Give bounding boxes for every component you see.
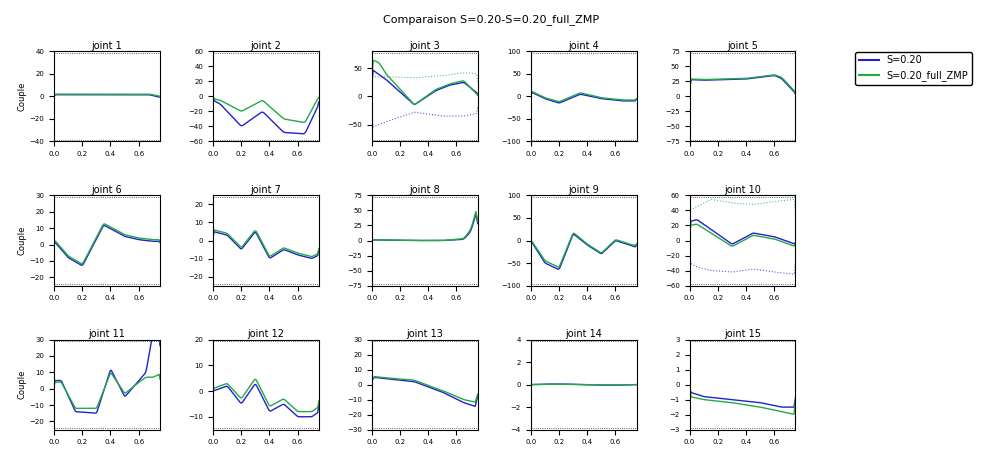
Title: joint 11: joint 11 <box>88 329 126 339</box>
Y-axis label: Couple: Couple <box>18 226 27 255</box>
Legend: S=0.20, S=0.20_full_ZMP: S=0.20, S=0.20_full_ZMP <box>855 51 972 85</box>
Title: joint 5: joint 5 <box>727 41 758 50</box>
Title: joint 3: joint 3 <box>409 41 440 50</box>
Text: Comparaison S=0.20-S=0.20_full_ZMP: Comparaison S=0.20-S=0.20_full_ZMP <box>383 14 599 25</box>
Title: joint 13: joint 13 <box>407 329 443 339</box>
Title: joint 12: joint 12 <box>247 329 285 339</box>
Title: joint 7: joint 7 <box>250 184 281 195</box>
Title: joint 1: joint 1 <box>91 41 123 50</box>
Title: joint 4: joint 4 <box>569 41 599 50</box>
Y-axis label: Couple: Couple <box>18 82 27 111</box>
Title: joint 9: joint 9 <box>569 184 599 195</box>
Title: joint 14: joint 14 <box>566 329 602 339</box>
Title: joint 10: joint 10 <box>724 184 761 195</box>
Title: joint 2: joint 2 <box>250 41 281 50</box>
Y-axis label: Couple: Couple <box>18 370 27 399</box>
Title: joint 15: joint 15 <box>724 329 761 339</box>
Title: joint 8: joint 8 <box>409 184 440 195</box>
Title: joint 6: joint 6 <box>91 184 123 195</box>
